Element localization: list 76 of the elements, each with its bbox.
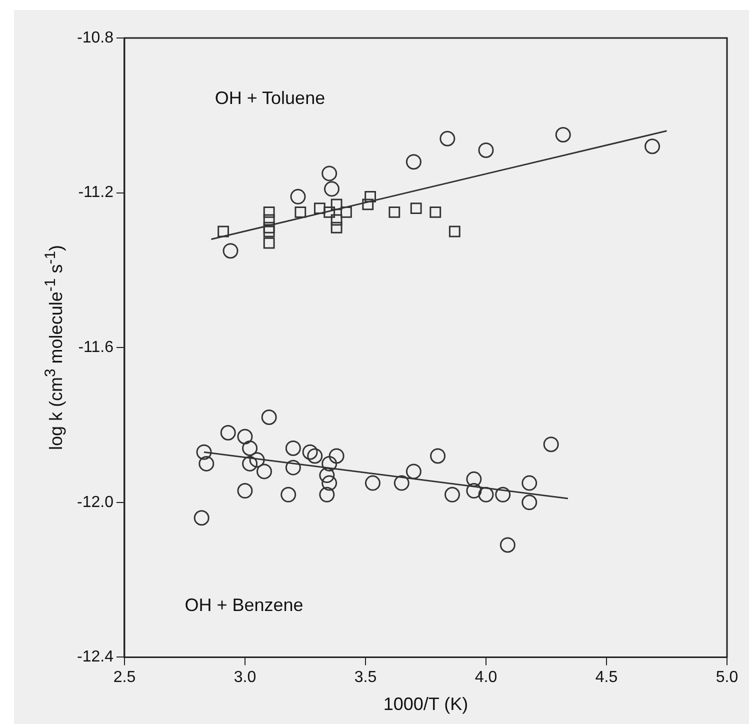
x-tick-label: 3.5 bbox=[354, 669, 377, 686]
point bbox=[263, 237, 275, 249]
point bbox=[263, 206, 275, 218]
point bbox=[340, 206, 352, 218]
point bbox=[500, 537, 516, 553]
x-tick-label: 3.0 bbox=[234, 669, 256, 686]
point bbox=[478, 142, 494, 158]
point bbox=[314, 202, 326, 214]
point bbox=[196, 444, 212, 460]
point bbox=[555, 127, 571, 142]
point bbox=[261, 410, 277, 426]
point bbox=[430, 448, 446, 464]
point bbox=[237, 428, 253, 444]
point bbox=[322, 475, 338, 491]
point bbox=[290, 188, 306, 204]
point bbox=[444, 486, 460, 502]
point bbox=[194, 510, 210, 526]
annotation: OH + Toluene bbox=[214, 88, 326, 109]
point bbox=[388, 206, 400, 218]
point bbox=[302, 444, 318, 460]
point bbox=[222, 243, 238, 259]
point bbox=[364, 475, 380, 491]
point bbox=[294, 206, 306, 218]
point bbox=[394, 475, 410, 491]
point bbox=[406, 154, 422, 170]
point bbox=[466, 483, 482, 499]
point bbox=[285, 440, 301, 456]
point bbox=[280, 486, 296, 502]
y-tick-label: -11.2 bbox=[78, 184, 114, 202]
point bbox=[522, 475, 538, 491]
point bbox=[263, 226, 275, 238]
point bbox=[522, 494, 538, 510]
point bbox=[249, 452, 265, 468]
point bbox=[466, 471, 482, 487]
annotation: OH + Benzene bbox=[184, 595, 304, 616]
x-tick-label: 4.0 bbox=[474, 669, 498, 686]
point bbox=[242, 456, 258, 472]
x-tick-label: 4.5 bbox=[595, 669, 618, 686]
point bbox=[362, 198, 374, 210]
y-tick-label: -11.6 bbox=[78, 339, 114, 356]
point bbox=[307, 448, 323, 464]
point bbox=[237, 483, 253, 499]
point bbox=[495, 486, 511, 502]
point bbox=[440, 130, 456, 146]
point bbox=[330, 214, 342, 226]
point bbox=[543, 436, 559, 452]
y-tick-label: -12.4 bbox=[77, 648, 114, 666]
point bbox=[319, 468, 335, 484]
point bbox=[218, 226, 229, 238]
point bbox=[198, 456, 214, 472]
point bbox=[330, 198, 342, 210]
point bbox=[263, 222, 275, 234]
point bbox=[256, 464, 272, 480]
x-tick-label: 2.5 bbox=[113, 669, 136, 686]
point bbox=[430, 206, 442, 218]
point bbox=[324, 206, 336, 218]
point bbox=[220, 424, 236, 440]
point bbox=[322, 166, 338, 182]
point bbox=[242, 440, 258, 456]
point bbox=[328, 448, 344, 464]
x-tick-label: 5.0 bbox=[716, 669, 738, 686]
point bbox=[478, 486, 494, 502]
point bbox=[410, 202, 422, 214]
point bbox=[406, 464, 422, 480]
point bbox=[319, 486, 335, 502]
point bbox=[448, 226, 460, 238]
point bbox=[364, 190, 376, 202]
x-axis-title: 1000/T (K) bbox=[383, 694, 468, 714]
point bbox=[324, 181, 340, 197]
point bbox=[644, 138, 660, 154]
point bbox=[285, 460, 301, 476]
point bbox=[330, 222, 342, 234]
point bbox=[263, 214, 275, 226]
y-tick-label: -10.8 bbox=[77, 29, 114, 46]
y-tick-label: -12.0 bbox=[77, 494, 114, 511]
point bbox=[322, 456, 338, 472]
